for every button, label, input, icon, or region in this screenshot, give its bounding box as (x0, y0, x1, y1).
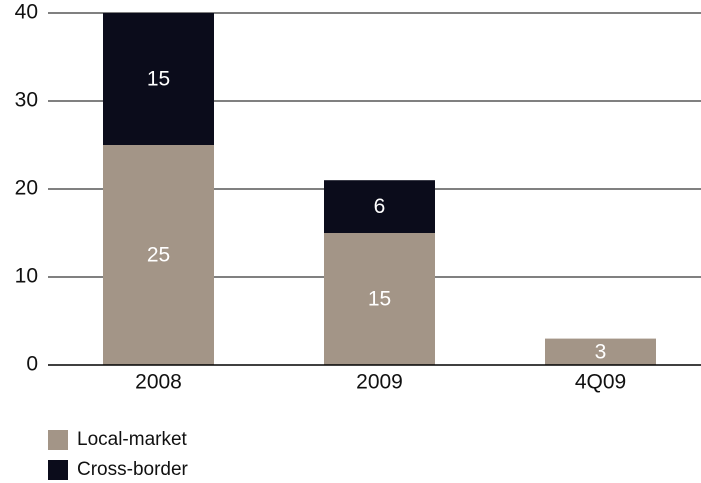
y-tick-label: 0 (26, 353, 38, 376)
x-tick-label: 4Q09 (575, 371, 626, 394)
data-label: 25 (147, 244, 170, 267)
data-label: 15 (368, 288, 391, 311)
bar-segment (324, 233, 435, 365)
legend-label: Local-market (77, 429, 188, 450)
data-label: 15 (147, 68, 170, 91)
data-label: 6 (374, 195, 386, 218)
y-tick-label: 20 (15, 177, 38, 200)
y-tick-label: 10 (15, 265, 38, 288)
data-label: 3 (595, 340, 607, 363)
x-tick-label: 2009 (356, 371, 403, 394)
y-tick-label: 30 (15, 89, 38, 112)
legend-swatch (48, 430, 68, 450)
bar-segment (103, 145, 214, 365)
bar-segment (545, 338, 656, 365)
bar-segment (324, 180, 435, 233)
bar-segment (103, 13, 214, 145)
legend-swatch (48, 460, 68, 480)
x-tick-label: 2008 (135, 371, 182, 394)
legend-label: Cross-border (77, 459, 189, 480)
y-tick-label: 40 (15, 1, 38, 24)
